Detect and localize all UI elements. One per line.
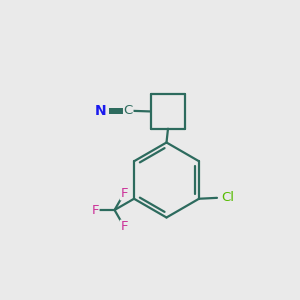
Text: C: C	[124, 104, 133, 117]
Text: Cl: Cl	[221, 191, 234, 204]
Text: F: F	[121, 220, 128, 233]
Text: N: N	[95, 104, 107, 118]
Text: F: F	[91, 203, 99, 217]
Text: F: F	[121, 187, 128, 200]
